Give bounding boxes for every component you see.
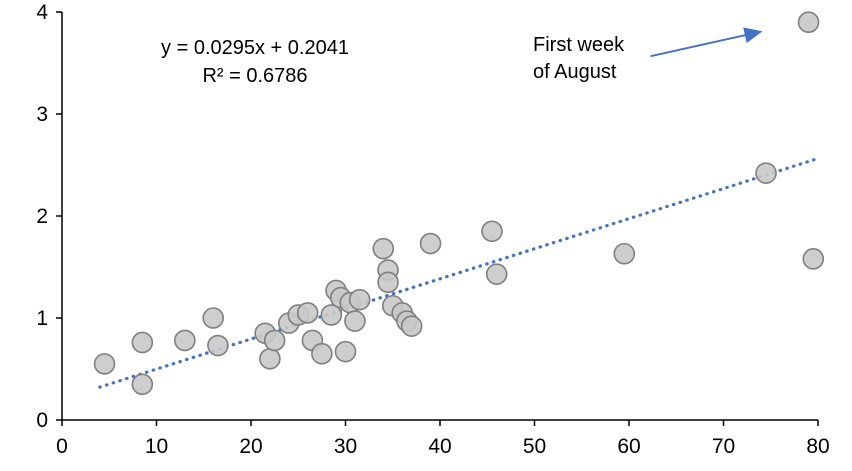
equation-line: y = 0.0295x + 0.2041 [161, 37, 349, 59]
data-point [263, 329, 286, 352]
y-tick-label: 3 [36, 103, 48, 126]
annotation-first-week-of-august: First week of August [533, 32, 673, 86]
y-tick-label: 4 [36, 1, 48, 24]
data-point [802, 248, 825, 270]
data-point [320, 304, 343, 326]
data-point [93, 353, 116, 375]
data-point [372, 237, 395, 260]
x-tick-label: 60 [617, 435, 640, 458]
data-point [174, 329, 196, 352]
y-tick-label: 0 [36, 409, 48, 432]
data-point [202, 307, 224, 329]
y-tick-label: 1 [36, 307, 48, 330]
data-point [131, 331, 154, 354]
annotation-arrow [650, 27, 763, 58]
data-point [400, 315, 423, 337]
data-point [481, 220, 503, 243]
x-tick-label: 80 [806, 435, 829, 458]
data-point [334, 340, 357, 363]
trendline [98, 156, 820, 389]
chart-plot-area: 0 10 20 30 40 50 60 70 80 0 1 2 3 4 [36, 1, 829, 458]
data-point [259, 347, 281, 370]
x-tick-label: 0 [56, 435, 68, 458]
x-tick-label: 70 [712, 435, 735, 458]
y-tick-label: 2 [36, 205, 48, 228]
data-point [377, 271, 399, 294]
r-squared-line: R² = 0.6786 [202, 65, 308, 87]
x-tick-label: 10 [145, 435, 168, 458]
trendline-equation-label: y = 0.0295x + 0.2041 R² = 0.6786 [130, 34, 380, 90]
annotation-line: of August [533, 61, 617, 83]
data-point [131, 373, 154, 396]
x-tick-label: 30 [334, 435, 357, 458]
x-tick-label: 40 [428, 435, 451, 458]
data-point [296, 302, 319, 324]
x-tick-label: 50 [523, 435, 546, 458]
x-tick-label: 20 [239, 435, 262, 458]
data-point [485, 263, 508, 285]
data-point [613, 242, 636, 265]
data-point [348, 288, 371, 311]
data-point [419, 232, 442, 255]
data-point [311, 342, 333, 365]
annotation-line: First week [533, 34, 625, 56]
data-point [755, 162, 777, 184]
data-point [207, 334, 229, 357]
data-point [797, 11, 820, 34]
data-point [344, 310, 366, 332]
